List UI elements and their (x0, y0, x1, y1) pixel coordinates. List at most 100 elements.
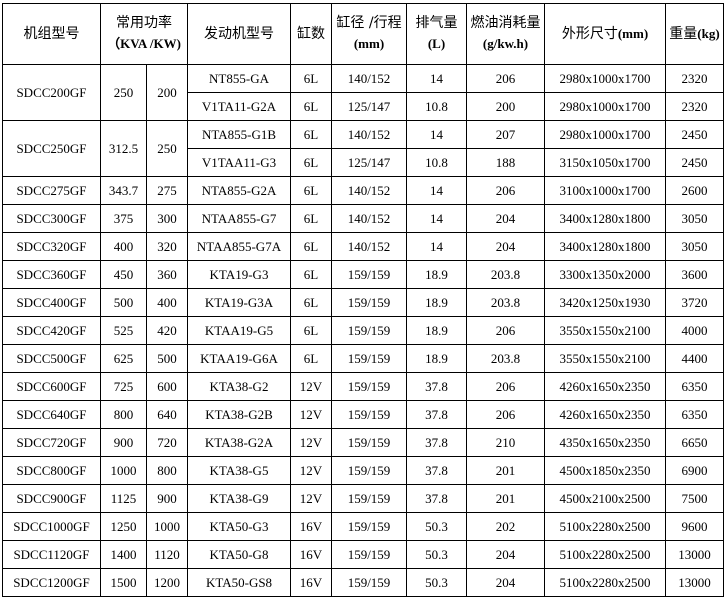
weight-cell: 3720 (665, 288, 724, 317)
table-row: SDCC400GF 500 400 KTA19-G3A 6L 159/159 18.9 203… (2, 288, 724, 317)
kva-cell: 900 (100, 428, 147, 457)
cylinders-cell: 6L (290, 232, 332, 261)
engine-cell: KTA38-G2 (187, 372, 291, 401)
table-row: SDCC1200GF 1500 1200 KTA50-GS8 16V 159/159 50.… (2, 568, 724, 597)
bore-cell: 159/159 (331, 540, 407, 569)
table-row: SDCC200GF 250 200 NT855-GA 6L 140/152 14 206 298… (2, 64, 724, 121)
kva-cell: 375 (100, 204, 147, 233)
header-fuel: 燃油消耗量 (g/kw.h) (466, 3, 545, 65)
model-cell: SDCC900GF (2, 484, 101, 513)
dimensions-cell: 3400x1280x1800 (544, 204, 666, 233)
displacement-cell: 14 (406, 176, 467, 205)
fuel-cell: 202 (466, 512, 545, 541)
bore-cell: 140/152 (331, 204, 407, 233)
fuel-cell: 200 (466, 92, 545, 121)
displacement-cell: 37.8 (406, 372, 467, 401)
engine-cell: NTAA855-G7A (187, 232, 291, 261)
fuel-cell: 203.8 (466, 288, 545, 317)
table-row: SDCC600GF 725 600 KTA38-G2 12V 159/159 37.8 206… (2, 372, 724, 401)
displacement-cell: 37.8 (406, 484, 467, 513)
cylinders-cell: 12V (290, 428, 332, 457)
model-cell: SDCC1000GF (2, 512, 101, 541)
engine-cell: KTA50-G8 (187, 540, 291, 569)
kw-cell: 1000 (146, 512, 188, 541)
table-row: SDCC360GF 450 360 KTA19-G3 6L 159/159 18.9 203.… (2, 260, 724, 289)
kva-cell: 625 (100, 344, 147, 373)
model-cell: SDCC200GF (2, 64, 101, 121)
kva-cell: 725 (100, 372, 147, 401)
dimensions-cell: 3400x1280x1800 (544, 232, 666, 261)
fuel-cell: 206 (466, 400, 545, 429)
dimensions-cell: 4350x1650x2350 (544, 428, 666, 457)
kva-cell: 1125 (100, 484, 147, 513)
kw-cell: 800 (146, 456, 188, 485)
model-cell: SDCC600GF (2, 372, 101, 401)
dimensions-cell: 2980x1000x1700 (544, 120, 666, 149)
table-row: SDCC500GF 625 500 KTAA19-G6A 6L 159/159 18.9 20… (2, 344, 724, 373)
displacement-cell: 10.8 (406, 92, 467, 121)
kw-cell: 200 (146, 64, 188, 121)
dimensions-cell: 5100x2280x2500 (544, 540, 666, 569)
weight-cell: 2320 (665, 64, 724, 93)
kw-cell: 420 (146, 316, 188, 345)
table-row: SDCC250GF 312.5 250 NTA855-G1B 6L 140/152 14 20… (2, 120, 724, 177)
dimensions-cell: 3420x1250x1930 (544, 288, 666, 317)
cylinders-cell: 12V (290, 400, 332, 429)
kva-cell: 450 (100, 260, 147, 289)
fuel-cell: 204 (466, 568, 545, 597)
displacement-cell: 18.9 (406, 260, 467, 289)
cylinders-cell: 6L (290, 288, 332, 317)
model-cell: SDCC250GF (2, 120, 101, 177)
header-cylinders: 缸数 (290, 3, 332, 65)
table-row: SDCC900GF 1125 900 KTA38-G9 12V 159/159 37.8 20… (2, 484, 724, 513)
kva-cell: 525 (100, 316, 147, 345)
engine-cell: NTA855-G2A (187, 176, 291, 205)
kva-cell: 343.7 (100, 176, 147, 205)
fuel-cell: 204 (466, 204, 545, 233)
model-cell: SDCC1200GF (2, 568, 101, 597)
kva-cell: 1400 (100, 540, 147, 569)
dimensions-cell: 5100x2280x2500 (544, 568, 666, 597)
weight-cell: 6350 (665, 372, 724, 401)
engine-cell: KTAA19-G6A (187, 344, 291, 373)
table-row: SDCC1120GF 1400 1120 KTA50-G8 16V 159/159 50.3… (2, 540, 724, 569)
cylinders-cell: 6L (290, 176, 332, 205)
kw-cell: 360 (146, 260, 188, 289)
table-row: SDCC720GF 900 720 KTA38-G2A 12V 159/159 37.8 21… (2, 428, 724, 457)
bore-cell: 159/159 (331, 316, 407, 345)
bore-cell: 140/152 (331, 176, 407, 205)
engine-cell: KTA38-G2A (187, 428, 291, 457)
kva-cell: 1000 (100, 456, 147, 485)
header-model: 机组型号 (2, 3, 101, 65)
displacement-cell: 18.9 (406, 344, 467, 373)
kva-cell: 800 (100, 400, 147, 429)
bore-cell: 140/152 (331, 120, 407, 149)
fuel-cell: 206 (466, 316, 545, 345)
cylinders-cell: 16V (290, 512, 332, 541)
displacement-cell: 50.3 (406, 568, 467, 597)
kva-cell: 400 (100, 232, 147, 261)
dimensions-cell: 5100x2280x2500 (544, 512, 666, 541)
fuel-cell: 188 (466, 148, 545, 177)
cylinders-cell: 6L (290, 316, 332, 345)
bore-cell: 159/159 (331, 512, 407, 541)
table-row: SDCC800GF 1000 800 KTA38-G5 12V 159/159 37.8 20… (2, 456, 724, 485)
dimensions-cell: 3150x1050x1700 (544, 148, 666, 177)
fuel-cell: 206 (466, 64, 545, 93)
table-row: SDCC1000GF 1250 1000 KTA50-G3 16V 159/159 50.3… (2, 512, 724, 541)
model-cell: SDCC1120GF (2, 540, 101, 569)
cylinders-cell: 6L (290, 344, 332, 373)
engine-cell: KTA19-G3A (187, 288, 291, 317)
kw-cell: 600 (146, 372, 188, 401)
header-engine: 发动机型号 (187, 3, 291, 65)
model-cell: SDCC800GF (2, 456, 101, 485)
cylinders-cell: 6L (290, 64, 332, 93)
header-displacement: 排气量 (L) (406, 3, 467, 65)
header-row: 机组型号 常用功率 （KVA /KW) 发动机型号 缸数 缸径 /行程 (mm) 排… (2, 3, 724, 65)
weight-cell: 4000 (665, 316, 724, 345)
engine-cell: KTAA19-G5 (187, 316, 291, 345)
kw-cell: 640 (146, 400, 188, 429)
dimensions-cell: 3550x1550x2100 (544, 344, 666, 373)
engine-cell: NTA855-G1B (187, 120, 291, 149)
dimensions-cell: 4260x1650x2350 (544, 400, 666, 429)
